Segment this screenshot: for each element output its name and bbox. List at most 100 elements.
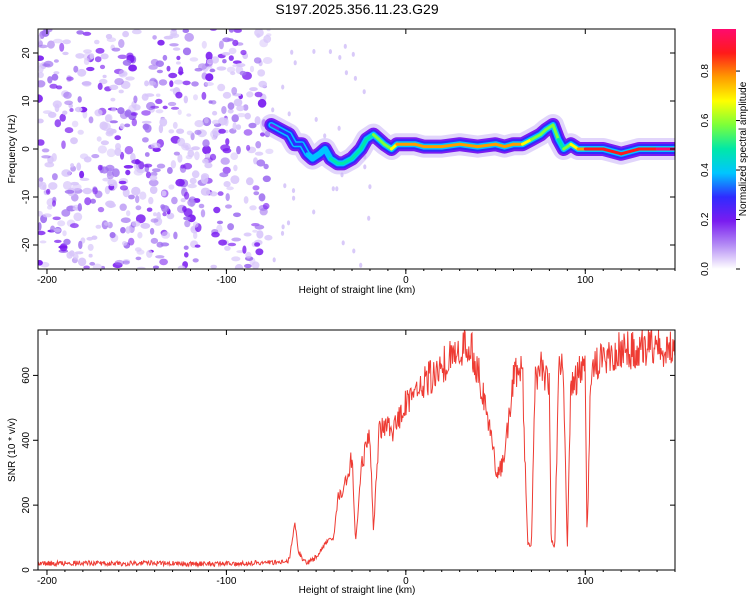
noise-speckle xyxy=(172,121,178,129)
noise-speckle xyxy=(77,68,87,77)
noise-speckle xyxy=(177,154,183,163)
noise-speckle xyxy=(200,174,209,184)
noise-speckle xyxy=(88,253,93,258)
noise-speckle xyxy=(232,64,241,68)
noise-speckle xyxy=(150,218,159,223)
noise-speckle xyxy=(169,43,179,47)
top-x-axis: -200 -100 0 100 xyxy=(37,29,676,286)
noise-speckle xyxy=(79,153,89,160)
noise-speckle xyxy=(175,178,185,187)
noise-speckle xyxy=(43,29,53,33)
noise-speckle xyxy=(158,124,164,134)
noise-speckle xyxy=(246,91,254,98)
noise-speckle xyxy=(162,105,168,110)
noise-speckle xyxy=(168,129,175,134)
noise-speckle xyxy=(73,65,79,73)
snr-series-line xyxy=(38,330,675,569)
noise-speckle xyxy=(77,129,84,135)
noise-speckle xyxy=(128,237,135,246)
bottom-y-axis-label: SNR (10 * v/v) xyxy=(7,418,18,482)
ridge-core-segment xyxy=(556,137,566,151)
noise-speckle xyxy=(341,240,345,246)
noise-speckle xyxy=(204,82,214,86)
noise-speckle xyxy=(210,100,217,105)
y-tick-label: -10 xyxy=(21,189,32,204)
noise-speckle xyxy=(153,212,157,217)
noise-speckle xyxy=(224,245,231,251)
noise-speckle xyxy=(204,153,211,159)
noise-speckle xyxy=(62,39,71,45)
noise-speckle xyxy=(71,120,79,128)
noise-speckle xyxy=(136,249,145,255)
noise-speckle xyxy=(39,181,47,190)
noise-speckle xyxy=(184,32,194,42)
noise-speckle xyxy=(205,51,213,61)
noise-speckle xyxy=(248,122,257,129)
noise-speckle xyxy=(122,59,132,66)
noise-speckle xyxy=(194,151,200,161)
noise-speckle xyxy=(152,147,161,152)
noise-speckle xyxy=(64,189,75,194)
noise-speckle xyxy=(231,87,238,95)
noise-speckle xyxy=(286,220,291,226)
noise-speckle xyxy=(137,231,143,239)
noise-speckle xyxy=(99,78,108,85)
noise-speckle xyxy=(125,109,132,116)
top-y-axis-label: Frequency (Hz) xyxy=(7,115,18,184)
noise-speckle xyxy=(216,220,224,225)
noise-speckle xyxy=(353,75,357,81)
noise-speckle xyxy=(42,110,53,114)
noise-speckle xyxy=(73,253,79,260)
noise-speckle xyxy=(222,91,232,99)
y-tick-label: 0 xyxy=(21,567,32,573)
noise-speckle xyxy=(335,186,339,192)
noise-speckle xyxy=(230,175,240,185)
noise-speckle xyxy=(211,136,217,141)
colorbar: 0.0 0.2 0.4 0.6 0.8 Normalized spectral ampl… xyxy=(700,29,749,276)
noise-speckle xyxy=(232,39,239,47)
noise-speckle xyxy=(42,213,52,218)
noise-speckle xyxy=(210,264,217,269)
noise-speckle xyxy=(189,57,199,62)
noise-speckle xyxy=(107,179,117,187)
noise-speckle xyxy=(52,38,63,44)
ridge-core-segment xyxy=(476,142,498,149)
noise-speckle xyxy=(118,70,125,77)
noise-speckle xyxy=(66,76,74,81)
noise-speckle xyxy=(292,195,296,201)
noise-speckle xyxy=(38,71,44,79)
noise-speckle xyxy=(133,104,141,111)
noise-speckle xyxy=(227,223,235,231)
noise-speckle xyxy=(97,164,103,171)
noise-speckle xyxy=(133,95,138,104)
noise-speckle xyxy=(118,89,124,94)
noise-speckle xyxy=(182,47,192,56)
noise-speckle xyxy=(367,215,371,221)
noise-speckle xyxy=(38,34,41,43)
noise-speckle xyxy=(47,40,55,49)
noise-speckle xyxy=(155,60,164,67)
noise-speckle xyxy=(135,205,142,211)
noise-speckle xyxy=(254,242,261,247)
noise-speckle xyxy=(155,109,164,114)
ridge-core-segment xyxy=(287,133,297,146)
noise-speckle xyxy=(104,114,112,123)
noise-speckle xyxy=(245,251,252,259)
noise-speckle xyxy=(252,185,260,191)
noise-speckle xyxy=(70,223,79,229)
noise-speckle xyxy=(216,66,227,71)
noise-speckle xyxy=(243,129,253,136)
noise-speckle xyxy=(114,259,125,266)
noise-speckle xyxy=(51,153,57,162)
noise-speckle xyxy=(82,187,93,195)
noise-speckle xyxy=(293,60,297,66)
noise-speckle xyxy=(224,117,229,127)
noise-speckle xyxy=(187,198,196,207)
noise-speckles xyxy=(38,29,372,269)
noise-speckle xyxy=(63,91,72,99)
noise-speckle xyxy=(227,102,235,110)
noise-speckle xyxy=(88,116,94,124)
noise-speckle xyxy=(363,164,367,170)
noise-speckle xyxy=(176,128,185,134)
ridge-core-segment xyxy=(601,147,623,156)
